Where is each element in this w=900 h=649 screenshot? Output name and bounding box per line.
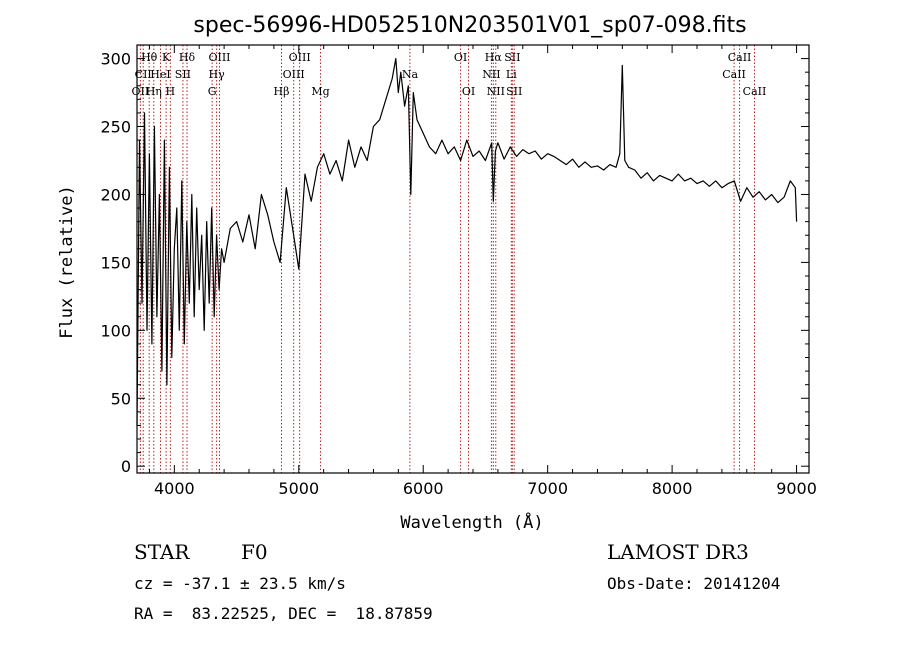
line-marker-label: Hδ — [179, 51, 196, 64]
line-marker-label: CaII — [728, 51, 752, 64]
line-marker-label: CaII — [743, 85, 767, 98]
x-tick-label: 6000 — [403, 479, 444, 498]
line-marker-label: Hβ — [274, 85, 290, 98]
line-marker-label: SII — [506, 85, 522, 98]
y-tick-label: 100 — [100, 321, 131, 340]
line-marker-label: HeI — [150, 68, 170, 81]
y-tick-label: 300 — [100, 50, 131, 69]
x-tick-label: 5000 — [278, 479, 319, 498]
line-marker-label: G — [208, 85, 217, 98]
y-axis-ticks: 0 50 100 150 200 250 300 — [100, 50, 809, 476]
line-marker-label: SII — [175, 68, 191, 81]
spectrum-line — [136, 58, 798, 426]
line-marker-label: Hθ — [141, 51, 158, 64]
x-tick-label: 7000 — [527, 479, 568, 498]
redshift-value: cz = -37.1 ± 23.5 km/s — [134, 574, 346, 593]
line-marker-label: OI — [462, 85, 475, 98]
x-tick-label: 8000 — [652, 479, 693, 498]
line-marker-label: Hγ — [209, 68, 226, 81]
y-axis-label: Flux (relative) — [57, 185, 77, 339]
y-tick-label: 200 — [100, 185, 131, 204]
y-tick-label: 50 — [111, 389, 131, 408]
line-marker-label: Mg — [311, 85, 329, 98]
line-marker-label: K — [162, 51, 171, 64]
line-marker-label: NII — [482, 68, 500, 81]
plot-frame — [136, 44, 810, 474]
line-marker-label: OI — [454, 51, 467, 64]
x-tick-label: 9000 — [776, 479, 817, 498]
line-marker-label: Na — [402, 68, 419, 81]
line-marker-label: Hη — [146, 85, 162, 98]
line-marker-label: OIII — [289, 51, 311, 64]
line-marker-label: NII — [487, 85, 505, 98]
survey-name: LAMOST DR3 — [607, 540, 749, 564]
line-markers — [139, 45, 755, 473]
line-marker-label: CaII — [722, 68, 746, 81]
line-marker-labels: Hθ CII OII K HeI Hη Hδ SII H OIII Hγ G OIII OIII Hβ Mg N… — [132, 51, 767, 98]
line-marker-label: OIII — [208, 51, 230, 64]
line-marker-label: SII — [504, 51, 520, 64]
x-tick-label: 4000 — [154, 479, 195, 498]
line-marker-label: H — [166, 85, 176, 98]
y-tick-label: 0 — [121, 457, 131, 476]
line-marker-label: Li — [506, 68, 517, 81]
y-tick-label: 150 — [100, 253, 131, 272]
coordinates: RA = 83.22525, DEC = 18.87859 — [134, 604, 433, 623]
object-class: STAR — [134, 540, 190, 564]
chart-title: spec-56996-HD052510N203501V01_sp07-098.f… — [193, 13, 746, 38]
line-marker-label: OIII — [283, 68, 305, 81]
x-axis-ticks: 4000 5000 6000 7000 8000 9000 — [148, 45, 817, 498]
y-tick-label: 250 — [100, 118, 131, 137]
line-marker-label: Hα — [485, 51, 503, 64]
object-subclass: F0 — [241, 540, 268, 564]
x-axis-label: Wavelength (Å) — [400, 511, 543, 533]
line-marker-label: CII — [135, 68, 152, 81]
obs-date: Obs-Date: 20141204 — [607, 574, 781, 593]
line-marker-label: OII — [132, 85, 150, 98]
